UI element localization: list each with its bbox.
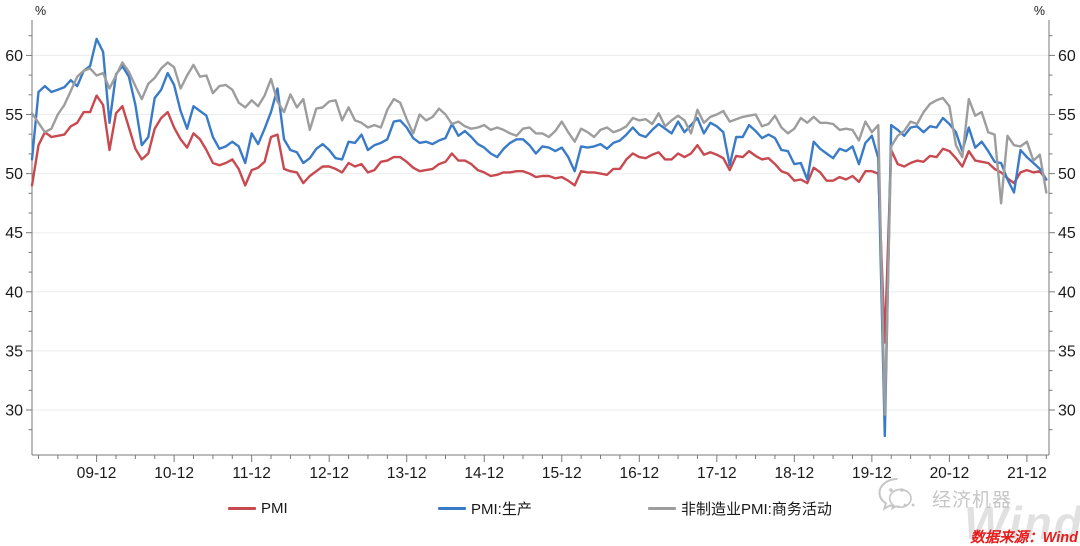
legend-swatch-0 [228,506,256,510]
svg-text:55: 55 [5,107,23,124]
legend-item-2: 非制造业PMI:商务活动 [648,499,832,518]
svg-text:15-12: 15-12 [542,465,582,482]
legend-label-0: PMI [261,499,288,517]
svg-text:19-12: 19-12 [852,465,892,482]
svg-text:30: 30 [1058,403,1076,420]
svg-text:45: 45 [5,225,23,242]
svg-text:21-12: 21-12 [1007,465,1047,482]
svg-text:11-12: 11-12 [232,465,271,482]
svg-text:30: 30 [5,403,23,420]
legend-item-1: PMI:生产 [438,499,532,518]
right-percent-label: % [1034,4,1045,18]
svg-text:35: 35 [1058,343,1076,360]
svg-text:40: 40 [5,284,23,301]
svg-text:12-12: 12-12 [309,465,349,482]
svg-text:55: 55 [1058,107,1076,124]
axes [31,20,1050,456]
svg-text:10-12: 10-12 [154,465,194,482]
svg-text:60: 60 [5,48,23,65]
legend-swatch-2 [648,506,676,510]
svg-text:50: 50 [5,166,23,183]
y-axis-ticks: 30 30 35 35 40 40 45 45 50 50 55 55 60 60 [5,35,1076,431]
svg-text:35: 35 [5,343,23,360]
svg-text:60: 60 [1058,48,1076,65]
legend-swatch-1 [438,506,466,510]
legend-label-2: 非制造业PMI:商务活动 [681,500,832,518]
svg-text:16-12: 16-12 [619,465,659,482]
series-line-PMI:生产 [30,37,1048,438]
svg-text:20-12: 20-12 [930,465,970,482]
svg-text:18-12: 18-12 [775,465,815,482]
series-line-PMI [30,94,1048,344]
gridlines [32,54,1049,411]
left-percent-label: % [35,4,46,18]
svg-text:40: 40 [1058,284,1076,301]
svg-text:09-12: 09-12 [77,465,117,482]
svg-text:17-12: 17-12 [697,465,737,482]
svg-text:45: 45 [1058,225,1076,242]
legend-item-0: PMI [228,499,288,517]
legend-label-1: PMI:生产 [471,500,532,518]
svg-text:13-12: 13-12 [387,465,427,482]
x-axis-ticks: 09-12 10-12 11-12 12-12 13-12 14-12 15-12 16-12… [37,455,1047,482]
svg-text:14-12: 14-12 [464,465,504,482]
series-line-非制造业PMI:商务活动 [30,61,1048,416]
svg-text:50: 50 [1058,166,1076,183]
